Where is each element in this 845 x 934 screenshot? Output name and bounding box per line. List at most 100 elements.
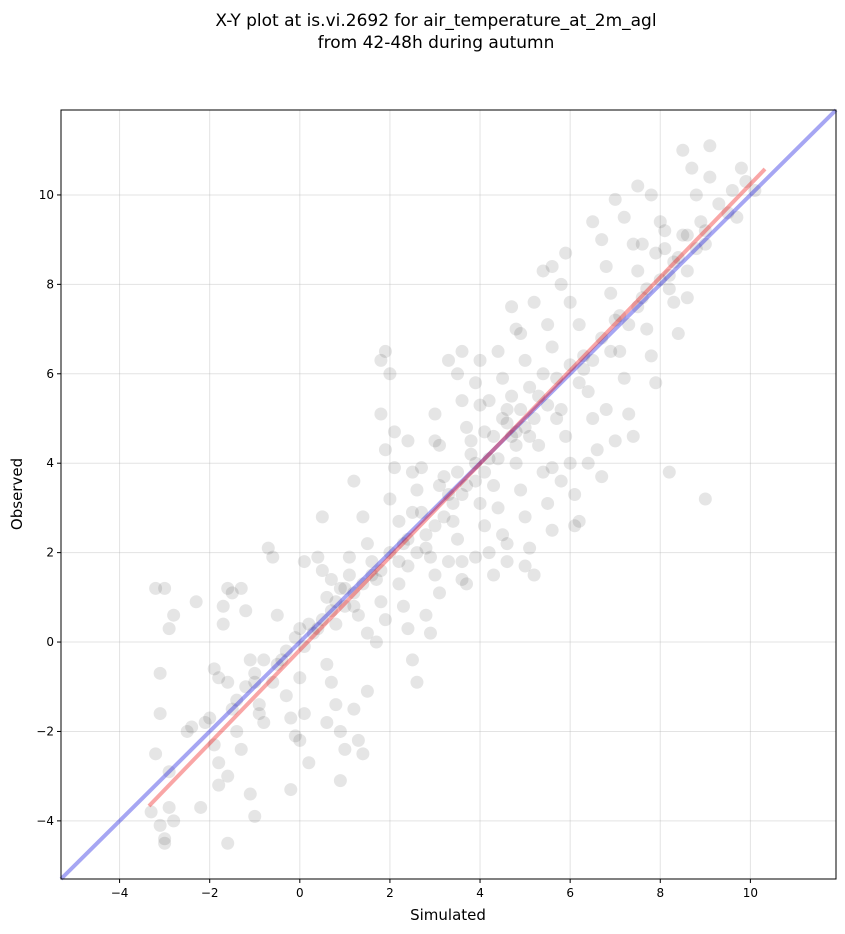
- regression-line: [147, 167, 767, 808]
- scatter-point-206: [698, 237, 712, 251]
- scatter-point-80: [351, 733, 365, 747]
- x-tick-label-7: 10: [743, 886, 758, 900]
- scatter-point-20: [207, 738, 221, 752]
- scatter-point-296: [500, 537, 514, 551]
- scatter-point-5: [149, 581, 163, 595]
- scatter-point-253: [356, 577, 370, 591]
- scatter-point-9: [153, 666, 167, 680]
- scatter-point-30: [230, 724, 244, 738]
- scatter-point-93: [374, 407, 388, 421]
- scatter-point-29: [225, 702, 239, 716]
- scatter-point-137: [482, 452, 496, 466]
- scatter-point-180: [604, 286, 618, 300]
- scatter-point-223: [509, 425, 523, 439]
- scatter-point-37: [243, 653, 257, 667]
- scatter-point-241: [392, 555, 406, 569]
- scatter-point-144: [500, 403, 514, 417]
- scatter-point-12: [167, 814, 181, 828]
- scatter-point-290: [428, 434, 442, 448]
- scatter-point-226: [505, 389, 519, 403]
- x-axis-ticks: −4 −2 0 2 4 6 8 10: [111, 879, 758, 900]
- scatter-point-68: [329, 698, 343, 712]
- scatter-point-225: [518, 420, 532, 434]
- scatter-point-194: [631, 179, 645, 193]
- scatter-point-49: [288, 729, 302, 743]
- scatter-point-26: [225, 586, 239, 600]
- scatter-point-117: [432, 438, 446, 452]
- scatter-point-200: [671, 327, 685, 341]
- scatter-point-190: [635, 291, 649, 305]
- scatter-point-27: [216, 599, 230, 613]
- scatter-point-63: [320, 590, 334, 604]
- scatter-point-3: [158, 832, 172, 846]
- y-tick-label-4: 4: [46, 456, 54, 470]
- scatter-point-220: [487, 429, 501, 443]
- scatter-point-61: [311, 550, 325, 564]
- scatter-point-247: [446, 496, 460, 510]
- scatter-point-210: [721, 206, 735, 220]
- scatter-point-174: [586, 411, 600, 425]
- y-tick-label-0: −4: [36, 814, 54, 828]
- scatter-point-268: [230, 693, 244, 707]
- scatter-point-307: [545, 259, 559, 273]
- scatter-point-22: [207, 662, 221, 676]
- scatter-point-75: [351, 608, 365, 622]
- scatter-point-136: [478, 425, 492, 439]
- scatter-point-168: [536, 264, 550, 278]
- scatter-point-249: [432, 479, 446, 493]
- scatter-point-42: [257, 716, 271, 730]
- scatter-point-89: [378, 613, 392, 627]
- scatter-point-221: [496, 411, 510, 425]
- scatter-point-11: [162, 765, 176, 779]
- scatter-point-72: [338, 599, 352, 613]
- y-tick-label-2: 0: [46, 635, 54, 649]
- scatter-point-107: [405, 465, 419, 479]
- scatter-point-255: [374, 564, 388, 578]
- scatter-point-209: [712, 197, 726, 211]
- scatter-point-258: [360, 626, 374, 640]
- scatter-point-114: [419, 608, 433, 622]
- scatter-point-28: [221, 675, 235, 689]
- scatter-point-24: [216, 617, 230, 631]
- scatter-point-103: [405, 653, 419, 667]
- scatter-point-91: [378, 344, 392, 358]
- scatter-point-130: [473, 496, 487, 510]
- scatter-point-90: [374, 353, 388, 367]
- scatter-point-78: [333, 774, 347, 788]
- scatter-point-233: [478, 465, 492, 479]
- x-axis-label: Simulated: [410, 906, 486, 924]
- scatter-point-196: [653, 215, 667, 229]
- scatter-point-213: [734, 161, 748, 175]
- scatter-point-104: [410, 675, 424, 689]
- scatter-point-8: [167, 608, 181, 622]
- scatter-point-108: [410, 483, 424, 497]
- scatter-point-189: [631, 264, 645, 278]
- scatter-point-115: [423, 626, 437, 640]
- scatter-point-62: [315, 564, 329, 578]
- scatter-point-165: [563, 456, 577, 470]
- scatter-point-101: [396, 599, 410, 613]
- scatter-point-211: [725, 183, 739, 197]
- y-tick-label-3: 2: [46, 546, 54, 560]
- scatter-point-294: [455, 572, 469, 586]
- scatter-point-52: [293, 622, 307, 636]
- scatter-point-265: [257, 653, 271, 667]
- scatter-point-300: [554, 474, 568, 488]
- chart-title-line2: from 42-48h during autumn: [318, 33, 555, 53]
- scatter-point-82: [360, 684, 374, 698]
- scatter-point-303: [581, 456, 595, 470]
- scatter-point-154: [527, 411, 541, 425]
- scatter-point-92: [383, 367, 397, 381]
- scatter-point-109: [414, 505, 428, 519]
- scatter-point-261: [279, 644, 293, 658]
- x-tick-label-3: 2: [386, 886, 394, 900]
- scatter-point-124: [442, 353, 455, 367]
- scatter-point-264: [266, 675, 280, 689]
- scatter-point-158: [545, 523, 559, 537]
- scatter-point-155: [532, 438, 546, 452]
- scatter-point-0: [144, 805, 158, 819]
- scatter-point-71: [333, 581, 347, 595]
- scatter-point-289: [698, 224, 712, 238]
- scatter-point-248: [455, 488, 469, 501]
